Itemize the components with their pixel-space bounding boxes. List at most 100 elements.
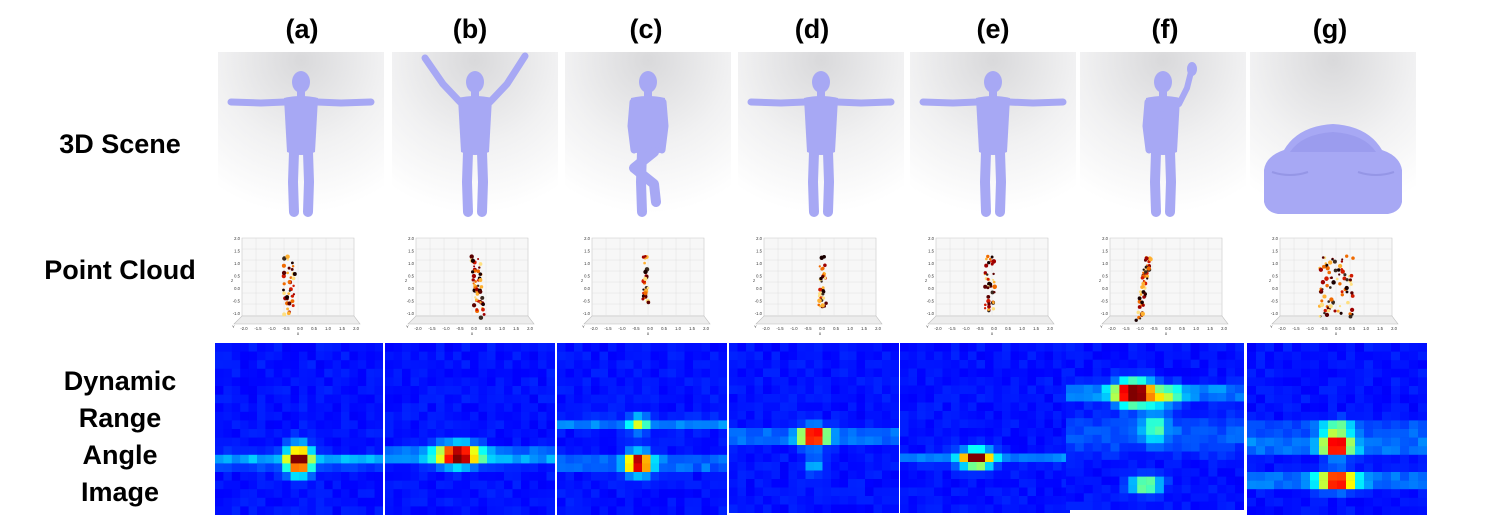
heatmap-cell — [1019, 462, 1028, 471]
heatmap-cell — [332, 446, 342, 456]
heatmap-cell — [1181, 401, 1191, 411]
rai-heatmap-a — [215, 343, 383, 515]
heatmap-cell — [1163, 434, 1174, 444]
heatmap-cell — [917, 445, 926, 454]
heatmap-cell — [1163, 459, 1174, 469]
heatmap-cell — [763, 462, 772, 471]
heatmap-cell — [591, 386, 600, 395]
heatmap-cell — [495, 360, 505, 370]
heatmap-cell — [1217, 434, 1227, 444]
heatmap-cell — [1053, 496, 1062, 505]
heatmap-cell — [402, 489, 411, 499]
heatmap-cell — [504, 489, 513, 499]
heatmap-cell — [908, 385, 918, 395]
point — [1331, 280, 1336, 285]
heatmap-cell — [822, 436, 832, 446]
heatmap-cell — [1002, 462, 1011, 471]
heatmap-cell — [1256, 463, 1266, 473]
heatmap-cell — [273, 420, 283, 430]
heatmap-cell — [684, 463, 694, 473]
heatmap-cell — [1283, 454, 1293, 464]
heatmap-cell — [257, 480, 266, 490]
heatmap-cell — [223, 429, 233, 438]
heatmap-cell — [1301, 411, 1311, 421]
heatmap-cell — [1128, 401, 1138, 411]
heatmap-cell — [873, 411, 883, 420]
z-tick-label: 0.5 — [928, 274, 934, 279]
heatmap-cell — [1247, 472, 1257, 481]
heatmap-cell — [976, 360, 986, 369]
heatmap-cell — [299, 343, 308, 352]
x-tick-label: 1.0 — [675, 326, 681, 331]
axes-floor — [755, 315, 883, 325]
heatmap-cell — [1010, 504, 1020, 513]
heatmap-cell — [746, 360, 755, 369]
heatmap-cell — [1172, 493, 1182, 502]
heatmap-cell — [240, 343, 249, 352]
heatmap-cell — [959, 419, 969, 429]
heatmap-cell — [865, 496, 874, 505]
heatmap-cell — [608, 360, 617, 370]
heatmap-cell — [478, 403, 488, 413]
heatmap-cell — [402, 386, 411, 395]
heatmap-cell — [521, 463, 530, 473]
rai-heatmap-c — [557, 343, 727, 515]
heatmap-cell — [763, 343, 772, 352]
heatmap-cell — [814, 419, 823, 429]
heatmap-cell — [427, 497, 437, 507]
heatmap-cell — [1190, 343, 1200, 352]
heatmap-cell — [788, 351, 798, 361]
heatmap-cell — [436, 446, 445, 456]
heatmap-cell — [470, 454, 479, 464]
heatmap-cell — [1036, 351, 1045, 361]
heatmap-cell — [427, 343, 437, 352]
point — [983, 303, 987, 307]
heatmap-cell — [976, 343, 986, 352]
heatmap-cell — [290, 394, 300, 404]
heatmap-cell — [1364, 368, 1374, 378]
heatmap-cell — [393, 386, 403, 395]
heatmap-cell — [1256, 403, 1266, 413]
heatmap-cell — [366, 360, 375, 370]
heatmap-cell — [307, 437, 317, 447]
heatmap-cell — [582, 454, 592, 464]
heatmap-cell — [538, 377, 547, 387]
heatmap-cell — [865, 343, 874, 352]
heatmap-cell — [290, 472, 300, 481]
heatmap-cell — [633, 360, 643, 370]
heatmap-cell — [257, 343, 266, 352]
heatmap-cell — [1002, 504, 1011, 513]
heatmap-cell — [1119, 343, 1129, 352]
heatmap-cell — [1181, 501, 1191, 510]
point — [473, 275, 476, 278]
point — [820, 267, 824, 271]
heatmap-cell — [410, 386, 420, 395]
heatmap-cell — [729, 411, 738, 420]
heatmap-cell — [1208, 484, 1218, 494]
heatmap-cell — [1181, 409, 1191, 419]
heatmap-cell — [1199, 418, 1209, 427]
point — [818, 265, 821, 268]
heatmap-cell — [582, 489, 592, 499]
heatmap-cell — [538, 420, 547, 430]
heatmap-cell — [693, 403, 702, 413]
heatmap-cell — [282, 506, 291, 515]
heatmap-cell — [538, 472, 547, 481]
heatmap-cell — [393, 368, 403, 378]
heatmap-cell — [393, 420, 403, 430]
heatmap-cell — [410, 489, 420, 499]
right-forearm-across — [1151, 98, 1182, 120]
heatmap-cell — [1163, 451, 1174, 461]
heatmap-cell — [470, 472, 479, 481]
heatmap-cell — [341, 472, 350, 481]
heatmap-cell — [616, 360, 626, 370]
heatmap-cell — [917, 453, 926, 463]
heatmap-cell — [444, 480, 454, 490]
heatmap-cell — [882, 496, 891, 505]
heatmap-cell — [410, 377, 420, 387]
heatmap-cell — [1247, 454, 1257, 464]
heatmap-cell — [1061, 394, 1070, 403]
heatmap-cell — [848, 445, 857, 454]
heatmap-cell — [1119, 359, 1129, 369]
heatmap-cell — [470, 386, 479, 395]
